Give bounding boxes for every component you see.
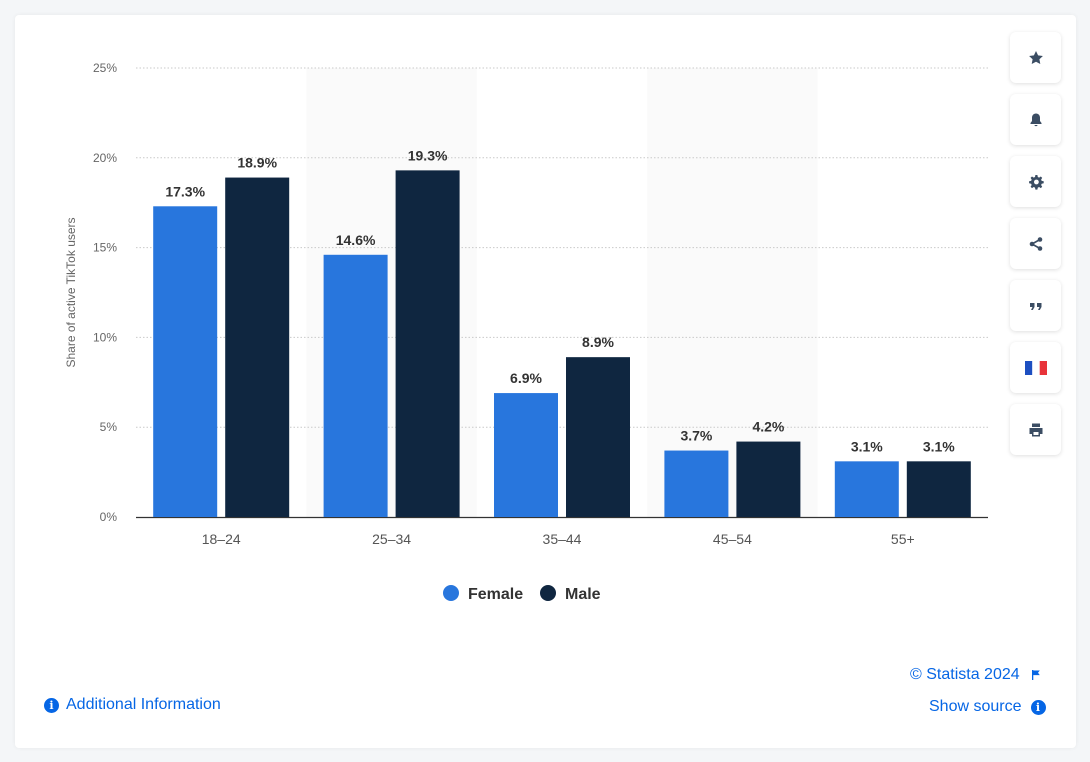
share-icon xyxy=(1029,236,1042,251)
data-label: 3.1% xyxy=(851,438,883,454)
data-label: 19.3% xyxy=(408,147,448,163)
bar-female xyxy=(834,461,899,517)
bar-female xyxy=(153,206,218,518)
data-label: 14.6% xyxy=(336,232,376,248)
show-source-link[interactable]: Show source i xyxy=(929,698,1046,716)
x-tick-label: 55+ xyxy=(891,531,915,547)
y-tick-label: 25% xyxy=(93,61,117,75)
bar-male xyxy=(906,461,971,517)
chart-card: 0% 5% 10% 15% 20% 25% Share of active TikTok u… xyxy=(15,15,1076,748)
bar-female xyxy=(664,450,729,517)
y-axis-title: Share of active TikTok users xyxy=(64,217,78,367)
data-label: 8.9% xyxy=(582,334,614,350)
additional-information-link[interactable]: i Additional Information xyxy=(44,696,221,714)
bar-male xyxy=(566,357,630,517)
settings-button[interactable] xyxy=(1010,156,1061,207)
y-tick-label: 20% xyxy=(93,151,117,165)
data-label: 4.2% xyxy=(752,419,784,435)
additional-information-text: Additional Information xyxy=(66,696,221,713)
legend-marker-female xyxy=(443,585,459,601)
y-tick-label: 15% xyxy=(93,241,117,255)
cite-button[interactable] xyxy=(1010,280,1061,331)
legend-label-male: Male xyxy=(565,586,601,603)
x-tick-label: 35–44 xyxy=(543,531,582,547)
legend-label-female: Female xyxy=(468,586,523,603)
flag-icon xyxy=(1031,670,1040,680)
copyright-link[interactable]: © Statista 2024 xyxy=(910,666,1042,684)
data-label: 3.7% xyxy=(680,428,712,444)
data-label: 3.1% xyxy=(923,438,955,454)
copyright-text: © Statista 2024 xyxy=(910,666,1020,683)
print-icon xyxy=(1029,423,1042,436)
quote-icon xyxy=(1029,302,1041,310)
bar-male xyxy=(225,177,290,517)
data-label: 6.9% xyxy=(510,370,542,386)
y-tick-label: 0% xyxy=(100,510,118,524)
bar-chart: 0% 5% 10% 15% 20% 25% Share of active TikTok u… xyxy=(64,61,988,603)
info-icon: i xyxy=(1030,699,1046,715)
share-button[interactable] xyxy=(1010,218,1061,269)
x-tick-label: 25–34 xyxy=(372,531,411,547)
show-source-text: Show source xyxy=(929,698,1022,715)
bar-male xyxy=(736,441,801,517)
bar-female xyxy=(494,393,558,517)
french-flag-icon xyxy=(1024,360,1047,375)
notification-button[interactable] xyxy=(1010,94,1061,145)
data-label: 17.3% xyxy=(165,183,205,199)
x-tick-label: 18–24 xyxy=(202,531,241,547)
legend-marker-male xyxy=(540,585,556,601)
bar-female xyxy=(323,254,388,517)
star-icon xyxy=(1028,50,1043,64)
y-tick-label: 5% xyxy=(100,420,118,434)
language-button[interactable] xyxy=(1010,342,1061,393)
favorite-button[interactable] xyxy=(1010,32,1061,83)
gear-icon xyxy=(1028,174,1044,190)
y-tick-label: 10% xyxy=(93,330,117,344)
x-tick-label: 45–54 xyxy=(713,531,752,547)
bell-icon xyxy=(1030,113,1041,126)
info-icon: i xyxy=(44,697,59,713)
data-label: 18.9% xyxy=(237,155,277,171)
bar-male xyxy=(395,170,460,517)
print-button[interactable] xyxy=(1010,404,1061,455)
